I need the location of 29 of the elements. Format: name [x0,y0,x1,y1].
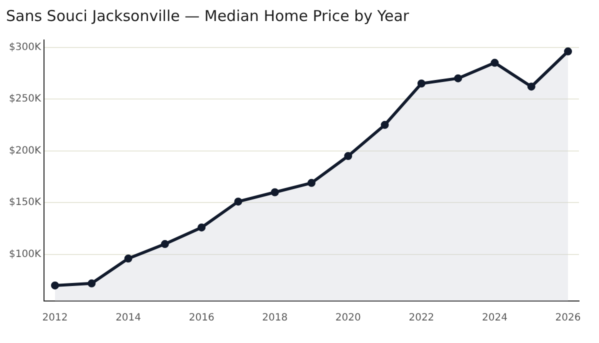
y-tick-label: $200K [8,145,42,156]
point [527,82,536,91]
x-tick-label: 2020 [335,312,361,324]
point [454,74,462,82]
x-tick-label: 2026 [555,312,581,324]
point [308,178,316,187]
point [88,279,96,288]
point [51,281,59,290]
x-tick-label: 2018 [262,312,288,324]
point [417,80,426,88]
x-tick-label: 2024 [482,312,508,324]
y-tick-label: $100K [8,248,42,260]
point [160,240,169,248]
x-tick-label: 2014 [116,312,142,324]
y-tick-label: $250K [8,94,42,105]
point [564,47,572,56]
y-tick-label: $300K [8,42,42,53]
point [344,152,352,160]
point [124,254,132,263]
x-tick-label: 2022 [408,312,434,324]
x-tick-label: 2012 [42,312,68,324]
point [380,120,389,129]
chart-title: Sans Souci Jacksonville — Median Home Price by Year [6,6,410,25]
y-tick-label: $150K [8,197,42,208]
point [270,188,279,196]
point [234,198,242,206]
point [198,223,206,232]
point [490,58,499,67]
x-tick-label: 2016 [188,312,214,324]
